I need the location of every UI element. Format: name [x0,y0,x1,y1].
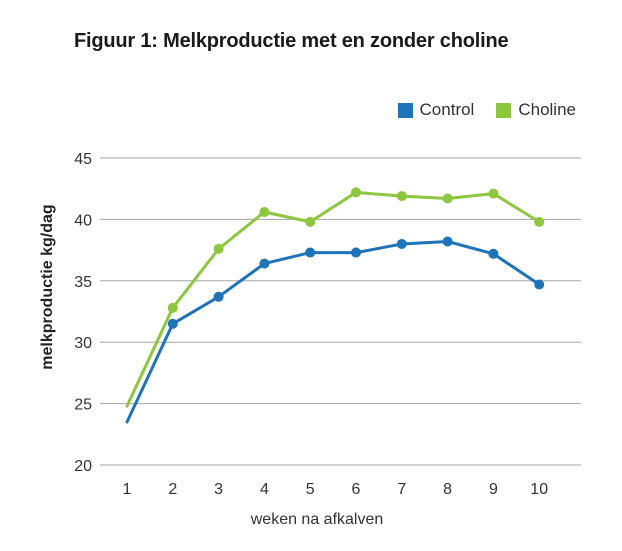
data-point-control [442,236,453,247]
legend-swatch-choline [496,102,512,118]
gridlines [100,157,581,466]
y-tick-label: 45 [74,151,92,168]
series-line-choline [125,190,541,408]
data-point-choline [167,302,178,313]
y-axis-label: melkproductie kg/dag [39,204,56,369]
x-tick-label: 4 [260,481,269,498]
x-tick-label: 5 [306,481,315,498]
data-point-choline [213,243,224,254]
data-point-choline [351,187,361,198]
x-tick-label: 3 [214,481,223,498]
x-tick-label: 6 [352,481,361,498]
x-axis-label: weken na afkalven [250,511,384,528]
data-point-control [167,318,178,329]
chart-title: Figuur 1: Melkproductie met en zonder ch… [74,30,509,52]
x-tick-label: 9 [489,481,498,498]
legend-swatch-control [397,102,413,118]
legend-label-control: Control [419,100,475,119]
data-point-control [305,247,316,258]
series-control [125,236,545,424]
y-tick-label: 25 [74,397,92,414]
data-point-control [213,291,224,302]
y-tick-label: 35 [74,274,92,291]
series-choline [125,187,545,408]
data-point-control [259,258,270,269]
x-tick-label: 2 [168,481,177,498]
series-line-control [125,240,541,424]
y-tick-label: 20 [74,458,92,475]
x-tick-label: 10 [530,481,548,498]
data-point-choline [396,191,407,202]
series-layer [125,187,545,424]
legend: Control Choline [376,100,576,120]
data-point-choline [259,207,270,218]
data-point-control [396,238,407,249]
x-tick-labels: 1 2 3 4 5 6 7 8 9 10 [123,481,549,498]
data-point-control [488,248,499,259]
data-point-control [534,279,545,290]
y-tick-label: 30 [74,335,92,352]
x-tick-label: 1 [123,481,132,498]
legend-label-choline: Choline [518,100,576,119]
data-point-choline [488,188,499,199]
y-tick-label: 40 [74,212,92,229]
legend-item-control: Control [397,100,475,120]
y-tick-labels: 20 25 30 35 40 45 [74,151,92,475]
data-point-control [351,247,361,258]
x-tick-label: 8 [443,481,452,498]
data-point-choline [305,216,316,227]
data-point-choline [442,193,453,204]
data-point-choline [534,216,545,227]
legend-item-choline: Choline [496,100,576,120]
x-tick-label: 7 [397,481,406,498]
